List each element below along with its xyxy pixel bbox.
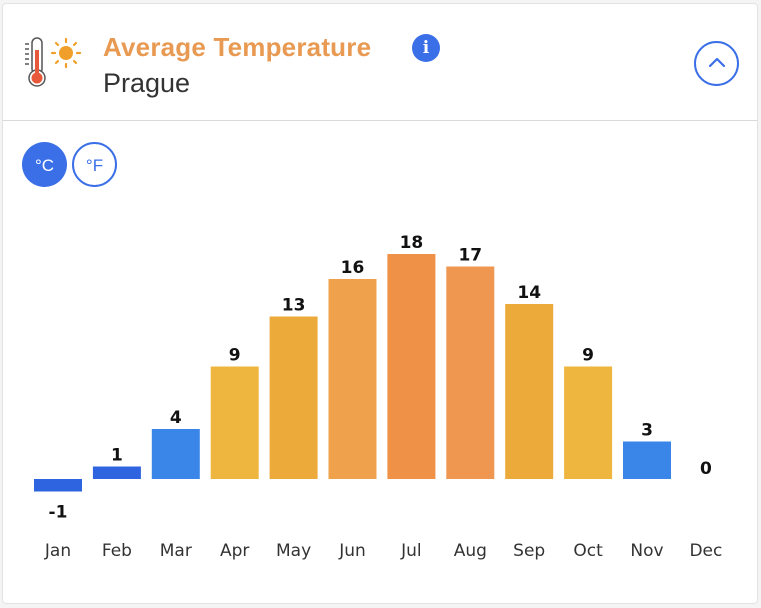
month-label-mar: Mar — [160, 541, 192, 561]
month-label-apr: Apr — [220, 541, 249, 561]
bar-sep[interactable] — [505, 304, 554, 479]
month-label-sep: Sep — [513, 541, 545, 561]
bar-aug[interactable] — [446, 266, 495, 480]
card-header: Average Temperature Prague i — [3, 4, 757, 120]
collapse-button[interactable] — [694, 41, 739, 86]
value-label-oct: 9 — [582, 346, 594, 366]
card-title: Average Temperature — [103, 32, 372, 62]
temperature-bar-chart: -1 Jan 1 Feb 4 Mar 9 Apr 13 May 16 Jun 18 Jul 17 Aug 14 S… — [34, 233, 722, 561]
month-label-oct: Oct — [573, 541, 603, 561]
bar-may[interactable] — [269, 316, 318, 480]
thermometer-sun-icon — [21, 36, 85, 90]
month-label-nov: Nov — [630, 541, 663, 561]
value-label-aug: 17 — [458, 246, 482, 266]
bar-jun[interactable] — [328, 279, 377, 479]
fahrenheit-toggle[interactable]: °F — [72, 142, 117, 187]
info-icon[interactable]: i — [412, 34, 440, 62]
month-label-aug: Aug — [454, 541, 487, 561]
bar-jan[interactable] — [34, 479, 82, 492]
city-name: Prague — [103, 68, 191, 98]
month-label-feb: Feb — [102, 541, 132, 561]
bar-jul[interactable] — [387, 254, 436, 479]
value-label-jun: 16 — [341, 258, 365, 278]
value-label-apr: 9 — [229, 346, 241, 366]
value-label-feb: 1 — [111, 446, 123, 466]
celsius-toggle[interactable]: °C — [22, 142, 67, 187]
value-label-jul: 18 — [400, 233, 424, 253]
month-label-may: May — [276, 541, 311, 561]
bar-mar[interactable] — [151, 429, 200, 479]
value-label-jan: -1 — [49, 503, 68, 523]
bar-oct[interactable] — [564, 366, 613, 480]
value-label-nov: 3 — [641, 421, 653, 441]
value-label-sep: 14 — [517, 283, 541, 303]
bar-feb[interactable] — [92, 466, 141, 480]
month-label-jan: Jan — [44, 541, 71, 561]
bar-nov[interactable] — [623, 441, 671, 480]
month-label-jun: Jun — [338, 541, 366, 561]
bar-apr[interactable] — [210, 366, 259, 480]
value-label-mar: 4 — [170, 408, 182, 428]
value-label-may: 13 — [282, 296, 306, 316]
weather-card: Average Temperature Prague i °C °F -1 Jan… — [2, 3, 758, 604]
value-label-dec: 0 — [700, 459, 712, 479]
chevron-up-icon — [708, 57, 726, 68]
header-divider — [3, 120, 757, 121]
month-label-jul: Jul — [400, 541, 422, 561]
month-label-dec: Dec — [689, 541, 722, 561]
